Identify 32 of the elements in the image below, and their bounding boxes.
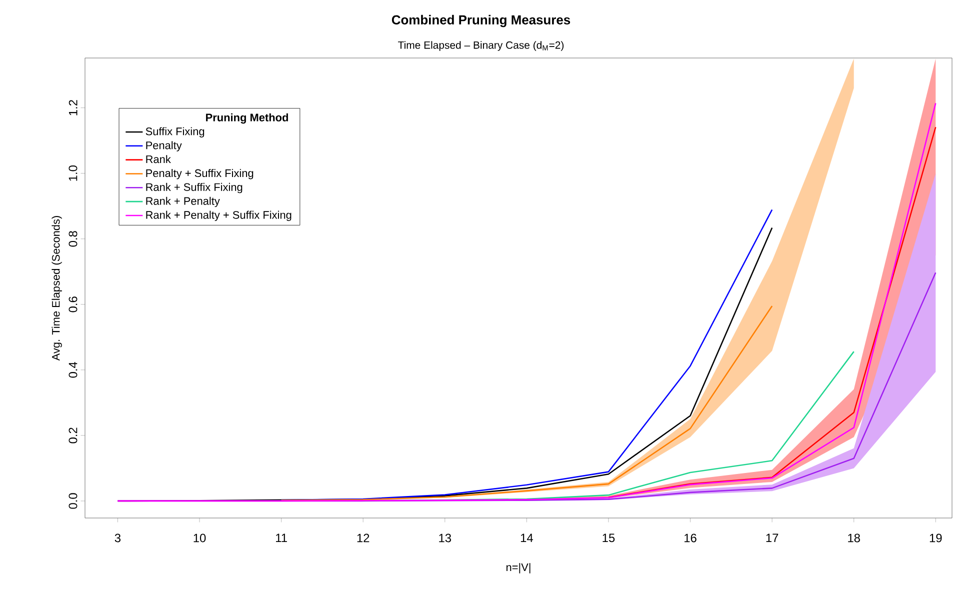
x-tick-label: 17 bbox=[766, 534, 778, 542]
x-tick-label: 16 bbox=[684, 534, 696, 542]
chart-title: Combined Pruning Measures bbox=[392, 14, 570, 28]
line-series bbox=[608, 126, 936, 498]
legend-label: Rank + Suffix Fixing bbox=[146, 182, 242, 194]
x-axis-title: n=|V| bbox=[506, 563, 530, 574]
y-tick-label: 1.0 bbox=[68, 165, 78, 181]
chart-subtitle: Time Elapsed – Binary Case (d$_{M}$=2) bbox=[398, 41, 564, 51]
y-tick-label: 1.2 bbox=[68, 100, 78, 116]
y-tick-label: 0.8 bbox=[68, 231, 78, 247]
line-series bbox=[280, 305, 773, 501]
legend-label: Penalty bbox=[146, 141, 182, 152]
x-tick-label: 19 bbox=[930, 534, 942, 542]
x-tick-label: 10 bbox=[194, 534, 206, 542]
legend-label: Rank + Penalty + Suffix Fixing bbox=[146, 210, 292, 221]
x-tick-label: 13 bbox=[439, 534, 452, 542]
x-tick-label: 11 bbox=[276, 534, 287, 542]
y-tick-label: 0.0 bbox=[68, 493, 78, 509]
legend-title: Pruning Method bbox=[206, 113, 288, 124]
x-tick-label: 14 bbox=[520, 534, 533, 542]
y-axis-title: Avg. Time Elapsed (Seconds) bbox=[52, 216, 62, 361]
y-tick-label: 0.6 bbox=[68, 296, 78, 312]
x-tick-label: 12 bbox=[357, 534, 370, 542]
x-tick-label: 3 bbox=[114, 534, 121, 542]
y-tick-label: 0.2 bbox=[68, 428, 78, 444]
legend-label: Penalty + Suffix Fixing bbox=[146, 169, 254, 180]
legend-label: Rank + Penalty bbox=[146, 196, 220, 208]
x-tick-label: 15 bbox=[602, 534, 615, 542]
x-tick-label: 18 bbox=[848, 534, 860, 542]
y-tick-label: 0.4 bbox=[68, 362, 78, 378]
legend-label: Rank bbox=[146, 155, 171, 164]
legend-label: Suffix Fixing bbox=[146, 127, 204, 138]
